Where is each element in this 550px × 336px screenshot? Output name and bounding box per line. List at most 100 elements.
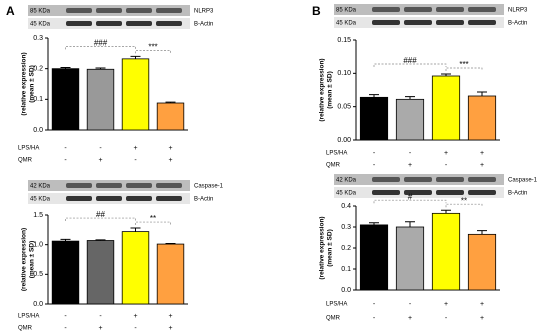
condition-name: LPS/HA	[18, 146, 39, 152]
condition-sign: +	[168, 145, 172, 152]
blot-band	[66, 196, 92, 201]
condition-sign: +	[480, 162, 484, 169]
blot-protein: B-Actin	[194, 22, 213, 28]
error-bar	[441, 73, 451, 76]
condition-sign: +	[408, 315, 412, 322]
significance-label: ##	[96, 210, 105, 219]
blot-protein: NLRP3	[194, 9, 214, 15]
bar	[156, 243, 185, 305]
error-bar	[441, 209, 451, 214]
significance-bracket	[65, 46, 136, 50]
blot-band	[436, 7, 464, 12]
blot-size: 85 KDa	[336, 8, 357, 14]
blot-size: 45 KDa	[30, 197, 51, 203]
blot-band	[126, 183, 152, 188]
blot-band	[372, 190, 400, 195]
blot-protein: Caspase-1	[194, 184, 224, 190]
error-bar	[165, 242, 176, 245]
y-tick-label: 0.1	[341, 266, 351, 273]
y-tick-label: 0.15	[337, 37, 351, 44]
condition-sign: +	[168, 157, 172, 164]
bar	[431, 75, 461, 141]
bar	[86, 240, 115, 305]
condition-name: QMR	[18, 158, 33, 164]
error-bar	[405, 96, 415, 100]
blot-band	[156, 21, 182, 26]
bar	[156, 102, 185, 131]
bar	[395, 98, 425, 141]
condition-sign: +	[168, 313, 172, 320]
blot-band	[66, 8, 92, 13]
condition-sign: -	[373, 162, 376, 169]
blot-band	[468, 7, 496, 12]
condition-sign: -	[373, 315, 376, 322]
condition-name: LPS/HA	[326, 302, 347, 308]
y-tick-label: 0.0	[341, 287, 351, 294]
y-axis-label: (relative expression)	[319, 216, 326, 279]
condition-sign: +	[133, 145, 137, 152]
error-bar	[60, 238, 71, 242]
condition-sign: -	[134, 157, 137, 164]
bar	[51, 240, 80, 305]
condition-sign: +	[444, 301, 448, 308]
y-tick-label: 0.2	[33, 66, 43, 73]
blot-band	[404, 20, 432, 25]
condition-sign: +	[480, 150, 484, 157]
blot-size: 85 KDa	[30, 9, 51, 15]
blot-band	[126, 196, 152, 201]
condition-sign: +	[98, 325, 102, 332]
condition-name: LPS/HA	[18, 314, 39, 320]
bar	[359, 96, 389, 141]
significance-label: ***	[148, 43, 157, 52]
blot-band	[156, 183, 182, 188]
error-bar	[477, 91, 487, 96]
blot-band	[468, 20, 496, 25]
error-bar	[60, 66, 71, 69]
blot-band	[66, 21, 92, 26]
blot-band	[66, 183, 92, 188]
significance-bracket	[445, 203, 483, 208]
blot-size: 42 KDa	[30, 184, 51, 190]
significance-bracket	[373, 199, 447, 204]
blot-band	[436, 20, 464, 25]
significance-label: ***	[459, 60, 468, 69]
bar	[431, 212, 461, 291]
y-axis-label: (relative expression)	[21, 52, 28, 115]
error-bar	[369, 94, 379, 98]
blot-band	[96, 183, 122, 188]
significance-label: **	[150, 214, 156, 223]
y-tick-label: 0.05	[337, 104, 351, 111]
condition-sign: -	[409, 301, 412, 308]
condition-name: QMR	[326, 163, 341, 169]
condition-sign: -	[64, 313, 67, 320]
y-tick-label: 0.1	[33, 96, 43, 103]
blot-size: 42 KDa	[336, 178, 357, 184]
condition-sign: -	[409, 150, 412, 157]
blot-band	[156, 196, 182, 201]
error-bar	[369, 222, 379, 225]
bar	[359, 224, 389, 291]
blot-band	[468, 177, 496, 182]
blot-band	[372, 177, 400, 182]
error-bar	[405, 221, 415, 227]
condition-sign: +	[133, 313, 137, 320]
blot-size: 45 KDa	[336, 191, 357, 197]
blot-band	[436, 177, 464, 182]
blot-protein: NLRP3	[508, 8, 528, 14]
condition-sign: -	[99, 145, 102, 152]
condition-sign: +	[480, 315, 484, 322]
y-axis-label: (mean ± SD)	[29, 241, 36, 279]
blot-protein: B-Actin	[508, 21, 527, 27]
significance-label: ###	[403, 56, 417, 65]
y-axis-label: (mean ± SD)	[29, 65, 36, 103]
significance-bracket	[135, 50, 171, 54]
y-tick-label: 0.0	[33, 301, 43, 308]
y-axis-label: (relative expression)	[21, 228, 28, 291]
significance-label: ###	[94, 39, 108, 48]
significance-bracket	[65, 217, 136, 222]
significance-label: **	[461, 196, 467, 205]
y-tick-label: 1.5	[33, 212, 43, 219]
blot-protein: B-Actin	[194, 197, 213, 203]
blot-protein: Caspase-1	[508, 178, 538, 184]
condition-sign: +	[408, 162, 412, 169]
